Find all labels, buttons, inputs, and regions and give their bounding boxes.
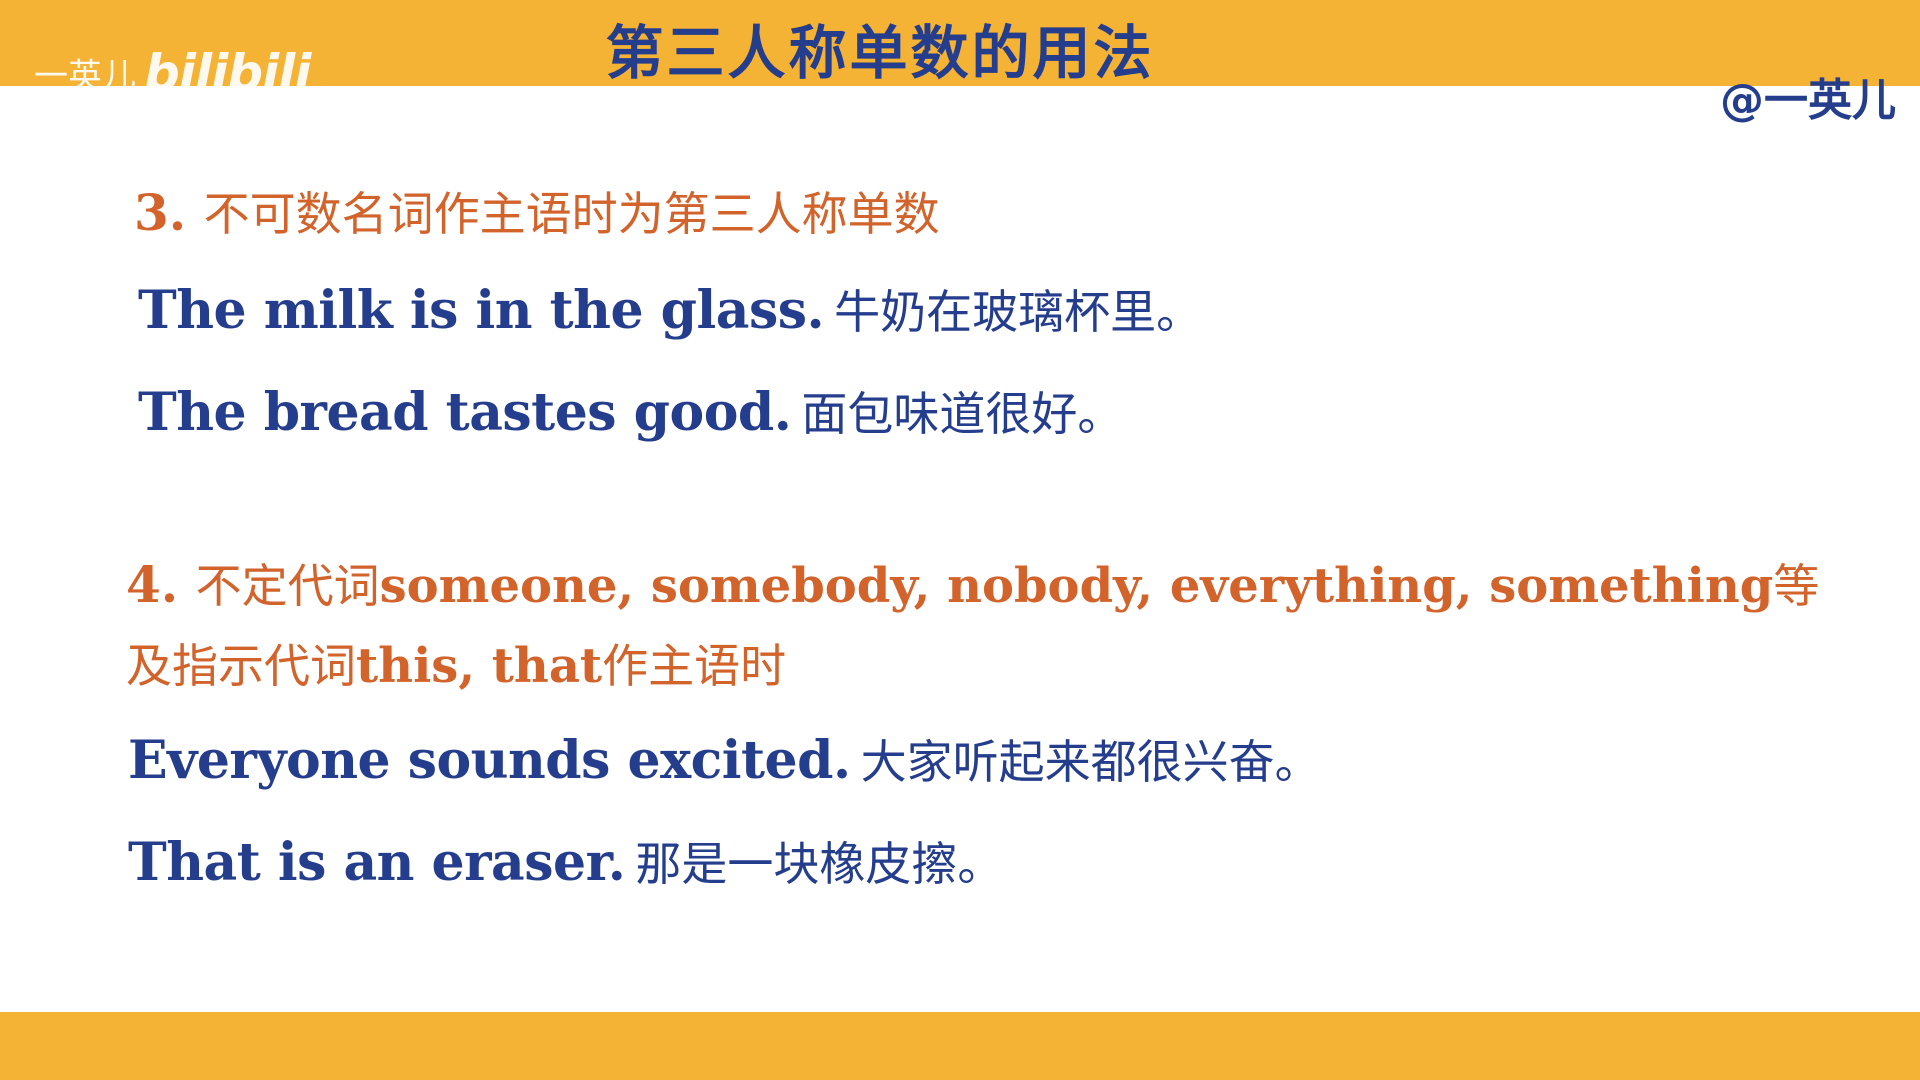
section4-line2-prefix: 及指示代词	[126, 639, 356, 693]
bilibili-logo: bilibili	[144, 44, 311, 102]
section4-heading-words: someone, somebody, nobody, everything, s…	[379, 558, 1774, 614]
example-chinese: 大家听起来都很兴奋。	[860, 735, 1321, 789]
example-chinese: 面包味道很好。	[801, 387, 1124, 441]
section4-line2-words: this, that	[356, 638, 603, 694]
example-english: That is an eraser.	[128, 832, 626, 893]
watermark-name: 一英儿	[34, 56, 136, 97]
example-chinese: 那是一块橡皮擦。	[635, 837, 1004, 891]
example-sentence: Everyone sounds excited. 大家听起来都很兴奋。	[128, 726, 1321, 792]
bottom-banner	[0, 1012, 1920, 1080]
section4-heading: 4. 不定代词someone, somebody, nobody, everyt…	[126, 550, 1819, 616]
example-sentence: The milk is in the glass. 牛奶在玻璃杯里。	[138, 276, 1202, 342]
bilibili-watermark: 一英儿 bilibili	[34, 44, 311, 102]
section4-heading-line2: 及指示代词this, that作主语时	[126, 630, 786, 696]
section3-number: 3.	[134, 183, 204, 242]
section3-heading: 3. 不可数名词作主语时为第三人称单数	[134, 178, 940, 244]
example-sentence: The bread tastes good. 面包味道很好。	[138, 378, 1123, 444]
page-title: 第三人称单数的用法	[605, 19, 1155, 87]
section4-line2-suffix: 作主语时	[602, 639, 787, 693]
example-chinese: 牛奶在玻璃杯里。	[834, 285, 1203, 339]
top-banner	[0, 0, 1920, 86]
example-english: The milk is in the glass.	[138, 280, 825, 341]
example-english: The bread tastes good.	[138, 382, 792, 443]
author-handle: @一英儿	[1720, 75, 1896, 126]
section4-heading-prefix: 不定代词	[195, 559, 380, 613]
section4-heading-suffix: 等	[1773, 559, 1820, 613]
example-sentence: That is an eraser. 那是一块橡皮擦。	[128, 828, 1003, 894]
example-english: Everyone sounds excited.	[128, 730, 851, 791]
section4-number: 4.	[126, 555, 196, 614]
section3-heading-text: 不可数名词作主语时为第三人称单数	[203, 187, 940, 241]
